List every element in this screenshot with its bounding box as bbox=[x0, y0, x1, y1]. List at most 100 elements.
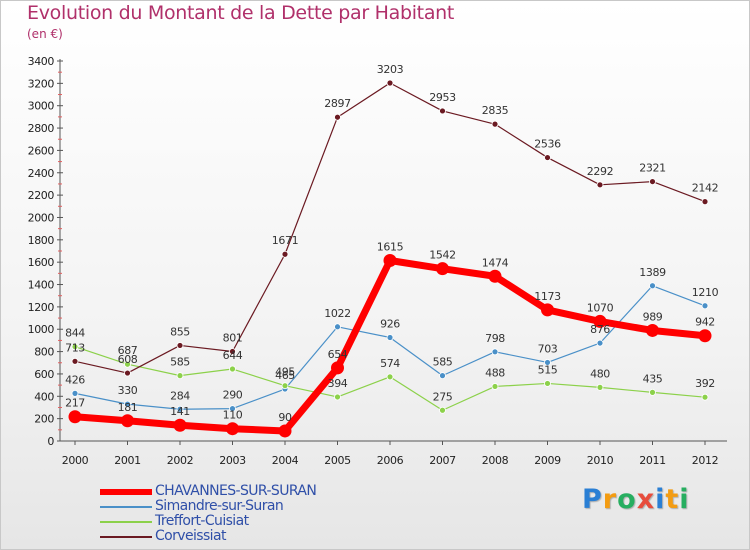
data-label: 654 bbox=[328, 348, 348, 361]
series-point bbox=[491, 348, 499, 356]
series-point bbox=[544, 380, 551, 387]
series-point bbox=[121, 414, 134, 428]
data-label: 480 bbox=[590, 367, 610, 380]
series-point bbox=[173, 418, 187, 432]
y-tick-label: 2800 bbox=[28, 122, 55, 135]
data-label: 394 bbox=[328, 377, 348, 390]
data-label: 1173 bbox=[534, 290, 561, 303]
series-point bbox=[541, 303, 554, 317]
y-tick-label: 1600 bbox=[28, 256, 55, 269]
series-point bbox=[593, 314, 607, 328]
series-point bbox=[278, 424, 292, 438]
data-label: 876 bbox=[590, 323, 610, 336]
y-tick-label: 2600 bbox=[28, 144, 55, 157]
series-point bbox=[386, 373, 394, 381]
series-point bbox=[124, 400, 131, 408]
data-label: 488 bbox=[485, 366, 505, 379]
series-point bbox=[698, 329, 712, 343]
brand-letter: i bbox=[655, 484, 666, 515]
data-label: 585 bbox=[170, 356, 190, 369]
series-point bbox=[646, 323, 659, 337]
data-labels: 217 181 141 110 90 654 1615 1542 1474 1173 1070 989… bbox=[65, 63, 719, 424]
y-tick-label: 1000 bbox=[28, 323, 55, 336]
data-label: 1671 bbox=[272, 234, 298, 247]
x-tick-label: 2012 bbox=[692, 454, 718, 467]
data-label: 798 bbox=[485, 332, 505, 345]
series-point bbox=[68, 410, 82, 424]
data-label: 1542 bbox=[429, 249, 455, 262]
data-label: 1070 bbox=[587, 301, 614, 314]
brand-letter: o bbox=[617, 484, 637, 515]
series-point bbox=[701, 393, 709, 401]
data-label: 2835 bbox=[482, 104, 509, 117]
y-tick-label: 1400 bbox=[28, 279, 55, 292]
data-label: 1389 bbox=[639, 266, 666, 279]
brand-letter: i bbox=[679, 484, 690, 515]
series-point bbox=[229, 365, 236, 373]
y-tick-label: 1200 bbox=[28, 301, 55, 314]
series-point bbox=[649, 282, 656, 290]
data-label: 1474 bbox=[482, 256, 509, 269]
series-point bbox=[71, 357, 79, 365]
data-label: 181 bbox=[118, 401, 138, 414]
data-label: 217 bbox=[65, 397, 85, 410]
x-tick-label: 2004 bbox=[272, 454, 299, 467]
x-tick-label: 2008 bbox=[482, 454, 509, 467]
x-tick-label: 2010 bbox=[587, 454, 614, 467]
x-tick-label: 2001 bbox=[114, 454, 140, 467]
data-label: 90 bbox=[278, 411, 292, 424]
legend-label: Simandre-sur-Suran bbox=[155, 498, 284, 514]
data-label: 435 bbox=[643, 372, 663, 385]
y-tick-label: 0 bbox=[47, 435, 54, 448]
series-point bbox=[386, 79, 394, 87]
legend-swatch bbox=[100, 506, 152, 508]
series-point bbox=[71, 389, 79, 397]
series-layer bbox=[68, 79, 712, 438]
series-point bbox=[176, 372, 184, 380]
series-point bbox=[544, 154, 551, 161]
y-tick-label: 600 bbox=[34, 368, 54, 381]
data-label: 644 bbox=[223, 349, 243, 362]
data-label: 574 bbox=[380, 357, 400, 370]
data-label: 330 bbox=[118, 384, 138, 397]
y-tick-label: 200 bbox=[34, 413, 54, 426]
series-point bbox=[491, 120, 499, 128]
data-label: 844 bbox=[65, 327, 85, 340]
y-tick-label: 3200 bbox=[28, 77, 55, 90]
legend-label: Corveissiat bbox=[155, 528, 226, 544]
data-label: 2536 bbox=[534, 138, 561, 151]
series-point bbox=[488, 269, 502, 283]
series-point bbox=[71, 343, 79, 351]
series-point bbox=[176, 405, 184, 413]
legend-swatch bbox=[100, 489, 152, 495]
legend-label: Treffort-Cuisiat bbox=[155, 513, 249, 529]
series-point bbox=[176, 342, 184, 349]
legend-swatch bbox=[100, 536, 152, 538]
series-point bbox=[226, 422, 239, 436]
series-point bbox=[544, 359, 551, 366]
y-tick-label: 1800 bbox=[28, 234, 55, 247]
data-label: 1210 bbox=[692, 286, 719, 299]
brand-letter: P bbox=[582, 484, 603, 515]
series-point bbox=[334, 323, 341, 331]
data-label: 3203 bbox=[377, 63, 404, 76]
x-tick-label: 2002 bbox=[167, 454, 193, 467]
series-point bbox=[386, 334, 394, 341]
series-point bbox=[649, 178, 656, 185]
data-label: 426 bbox=[65, 373, 85, 386]
series-point bbox=[439, 107, 446, 115]
data-label: 392 bbox=[695, 377, 715, 390]
series-point bbox=[334, 113, 341, 121]
y-tick-label: 2400 bbox=[28, 167, 55, 180]
series-point bbox=[331, 361, 344, 375]
series-point bbox=[439, 372, 446, 380]
data-label: 2292 bbox=[587, 165, 613, 178]
series-point bbox=[124, 369, 131, 377]
legend-swatch bbox=[100, 521, 152, 523]
series-point bbox=[596, 181, 604, 189]
legend-label: CHAVANNES-SUR-SURAN bbox=[155, 483, 317, 499]
data-label: 141 bbox=[170, 405, 190, 418]
series-point bbox=[596, 339, 604, 347]
y-tick-label: 2000 bbox=[28, 211, 55, 224]
x-tick-label: 2006 bbox=[377, 454, 404, 467]
